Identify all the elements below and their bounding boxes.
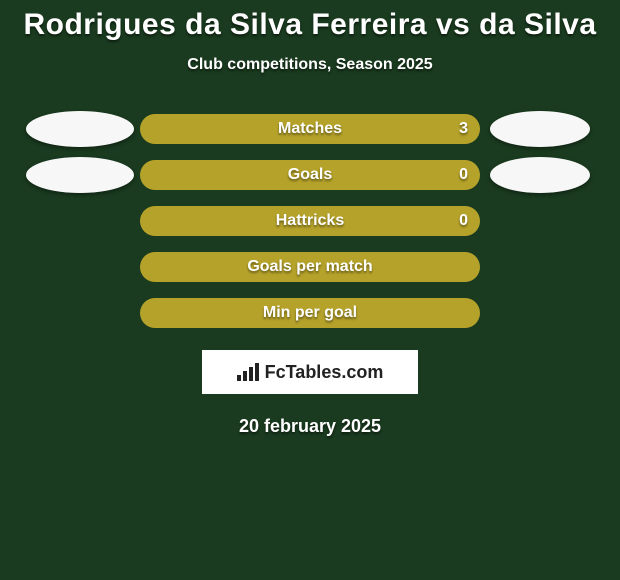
stats-rows: Matches3Goals0Hattricks0Goals per matchM… [0, 114, 620, 328]
logo-text: FcTables.com [265, 362, 384, 383]
avatar-slot-right [480, 157, 600, 193]
stat-label: Matches [140, 120, 480, 138]
stat-row: Matches3 [0, 114, 620, 144]
date-text: 20 february 2025 [0, 416, 620, 437]
stat-value-right: 0 [459, 166, 468, 184]
bar-chart-icon [237, 363, 259, 381]
stat-value-right: 0 [459, 212, 468, 230]
player-avatar-right [490, 111, 590, 147]
stat-label: Goals per match [140, 258, 480, 276]
page-subtitle: Club competitions, Season 2025 [0, 56, 620, 74]
avatar-slot-right [480, 111, 600, 147]
logo-box: FcTables.com [202, 350, 418, 394]
player-avatar-left [26, 111, 134, 147]
avatar-slot-left [20, 111, 140, 147]
page-title: Rodrigues da Silva Ferreira vs da Silva [0, 0, 620, 42]
stat-row: Goals0 [0, 160, 620, 190]
stat-bar: Goals0 [140, 160, 480, 190]
stat-bar: Hattricks0 [140, 206, 480, 236]
stat-row: Min per goal [0, 298, 620, 328]
stat-bar: Min per goal [140, 298, 480, 328]
stat-label: Min per goal [140, 304, 480, 322]
stat-value-right: 3 [459, 120, 468, 138]
player-avatar-right [490, 157, 590, 193]
stat-label: Goals [140, 166, 480, 184]
stat-label: Hattricks [140, 212, 480, 230]
stat-row: Hattricks0 [0, 206, 620, 236]
stat-bar: Goals per match [140, 252, 480, 282]
stat-row: Goals per match [0, 252, 620, 282]
player-avatar-left [26, 157, 134, 193]
avatar-slot-left [20, 157, 140, 193]
stat-bar: Matches3 [140, 114, 480, 144]
